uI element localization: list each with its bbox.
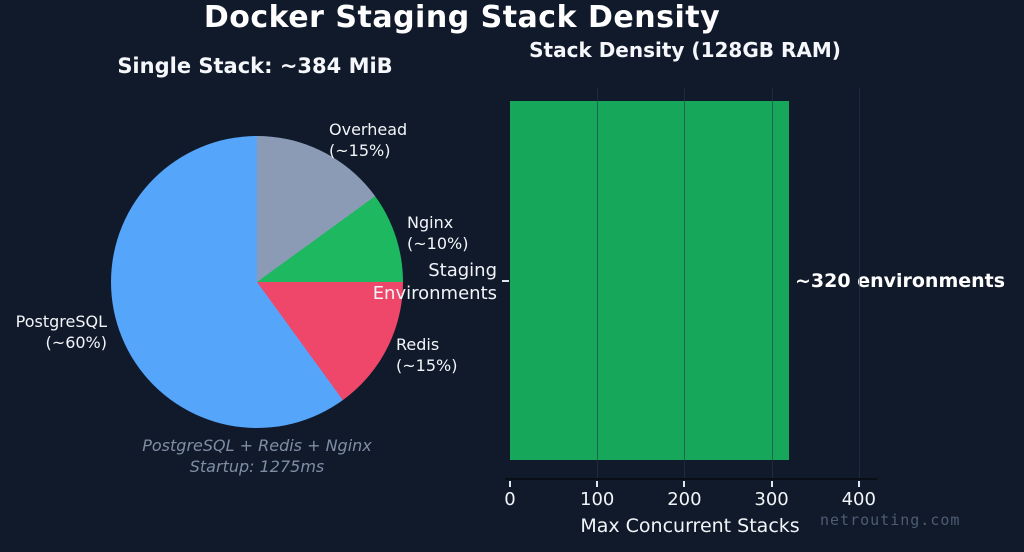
gridline-x-400 — [858, 88, 860, 478]
x-tick-mark-400 — [857, 481, 860, 487]
pie-label-redis-name: Redis — [396, 335, 440, 354]
pie-label-nginx: Nginx (~10%) — [407, 212, 468, 254]
x-axis-line — [505, 478, 877, 480]
bar-staging-environments — [510, 101, 790, 460]
y-axis-category-line2: Environments — [372, 283, 497, 304]
figure-title: Docker Staging Stack Density — [203, 0, 721, 35]
pie-label-postgresql-name: PostgreSQL — [15, 312, 107, 331]
pie-label-nginx-name: Nginx — [407, 213, 454, 232]
y-axis-tick-mark — [502, 280, 509, 282]
pie-label-postgresql: PostgreSQL (~60%) — [0, 311, 107, 353]
pie-caption: PostgreSQL + Redis + Nginx Startup: 1275… — [87, 435, 427, 477]
pie-chart — [111, 136, 403, 428]
y-axis-category-line1: Staging — [428, 260, 497, 281]
pie-label-postgresql-pct: (~60%) — [45, 333, 107, 352]
x-tick-label-400: 400 — [841, 489, 876, 510]
gridline-x-300 — [771, 88, 773, 478]
pie-chart-title: Single Stack: ~384 MiB — [117, 54, 393, 78]
bar-chart-plot-area: Max Concurrent Stacks 0 100 200 300 400 — [504, 88, 877, 537]
bar-value-annotation: ~320 environments — [795, 270, 1006, 292]
pie-label-nginx-pct: (~10%) — [407, 234, 469, 253]
pie-label-overhead-pct: (~15%) — [329, 141, 391, 160]
pie-label-overhead: Overhead (~15%) — [329, 119, 407, 161]
x-tick-mark-0 — [509, 481, 511, 487]
x-tick-label-300: 300 — [754, 489, 789, 510]
gridline-x-200 — [684, 88, 686, 478]
x-tick-mark-100 — [596, 481, 599, 487]
x-axis-label: Max Concurrent Stacks — [580, 515, 800, 537]
bar-chart-title: Stack Density (128GB RAM) — [529, 38, 841, 62]
pie-label-redis: Redis (~15%) — [396, 334, 457, 376]
x-tick-label-0: 0 — [504, 489, 516, 510]
pie-caption-startup: Startup: 1275ms — [189, 457, 325, 476]
watermark: netrouting.com — [820, 511, 961, 529]
pie-label-overhead-name: Overhead — [329, 120, 408, 139]
x-tick-mark-300 — [770, 481, 773, 487]
gridline-x-100 — [597, 88, 599, 478]
y-axis-category-label: Staging Environments — [360, 259, 497, 305]
x-tick-label-200: 200 — [667, 489, 702, 510]
x-tick-mark-200 — [683, 481, 686, 487]
x-tick-label-100: 100 — [580, 489, 615, 510]
pie-label-redis-pct: (~15%) — [396, 356, 458, 375]
pie-caption-stack: PostgreSQL + Redis + Nginx — [142, 436, 372, 455]
